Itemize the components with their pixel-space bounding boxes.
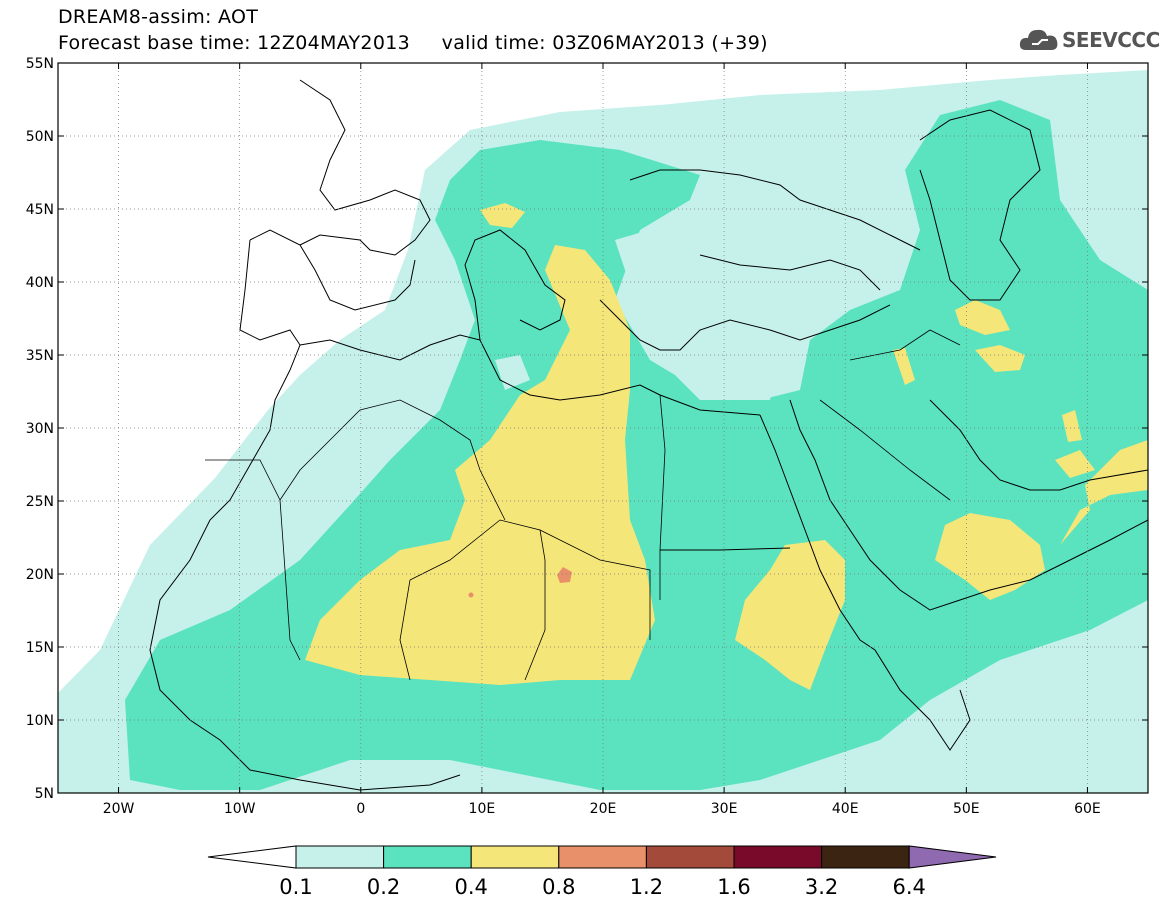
colorbar-label: 6.4 — [892, 875, 925, 899]
aot-hole-west — [150, 410, 380, 620]
x-tick-label: 30E — [711, 801, 738, 817]
aot-band-0.4-iran — [975, 345, 1025, 372]
colorbar-swatch — [295, 845, 385, 869]
aot-hole-tunisia — [495, 355, 530, 390]
colorbar-label: 0.2 — [367, 875, 400, 899]
aot-band-0.4-italy — [480, 203, 525, 228]
colorbar-label: 0.8 — [542, 875, 575, 899]
y-tick-label: 10N — [26, 713, 54, 729]
y-tick-label: 45N — [26, 202, 54, 218]
aot-band-0.4-zagros — [1062, 410, 1082, 442]
colorbar-under-arrow — [207, 845, 297, 869]
y-tick-label: 55N — [26, 56, 54, 72]
y-tick-label: 40N — [26, 275, 54, 291]
x-tick-label: 20E — [590, 801, 617, 817]
colorbar-swatch — [733, 845, 823, 869]
y-axis: 55N 50N 45N 40N 35N 30N 25N 20N 15N 10N 5N — [26, 56, 1148, 802]
plot-area — [58, 70, 1148, 793]
map-title: DREAM8-assim: AOT — [58, 6, 259, 28]
x-tick-label: 40E — [832, 801, 859, 817]
colorbar-label: 3.2 — [805, 875, 838, 899]
colorbar-swatch — [558, 845, 647, 869]
y-tick-label: 30N — [26, 421, 54, 437]
seevccc-logo: SEEVCCC — [1018, 24, 1160, 58]
colorbar: 0.1 0.2 0.4 0.8 1.2 1.6 3.2 6.4 — [207, 845, 997, 899]
y-tick-label: 50N — [26, 129, 54, 145]
colorbar-label: 1.6 — [717, 875, 750, 899]
y-tick-label: 5N — [35, 786, 54, 802]
coastlines — [149, 79, 1148, 791]
logo-text: SEEVCCC — [1062, 28, 1160, 52]
aot-spot-0.8 — [468, 592, 474, 598]
aot-band-0.4-arabia — [935, 513, 1045, 600]
aot-band-0.4-iran2 — [1055, 450, 1095, 478]
x-tick-label: 60E — [1074, 801, 1101, 817]
aot-band-0.4-mesopot — [893, 348, 915, 385]
x-tick-label: 0 — [356, 801, 365, 817]
y-tick-label: 20N — [26, 567, 54, 583]
aot-band-0.4-nile — [735, 540, 845, 690]
colorbar-swatch — [821, 845, 910, 869]
colorbar-over-arrow — [908, 845, 997, 869]
aot-band-0.8 — [557, 567, 572, 583]
colorbar-label: 0.4 — [454, 875, 487, 899]
x-tick-label: 10E — [469, 801, 496, 817]
colorbar-label: 1.2 — [630, 875, 663, 899]
x-tick-label: 10W — [224, 801, 256, 817]
x-tick-label: 20W — [103, 801, 135, 817]
aot-hole-iberia — [270, 375, 345, 420]
x-axis: 20W 10W 0 10E 20E 30E 40E 50E 60E — [103, 63, 1101, 817]
colorbar-swatch — [470, 845, 560, 869]
y-tick-label: 15N — [26, 640, 54, 656]
colorbar-swatch — [383, 845, 472, 869]
aot-band-0.4-caspian — [955, 300, 1010, 335]
forecast-time-line: Forecast base time: 12Z04MAY2013 valid t… — [58, 32, 768, 54]
borders — [205, 329, 961, 681]
aot-hole-east — [615, 215, 880, 400]
colorbar-label: 0.1 — [279, 875, 312, 899]
cloud-logo-icon — [1019, 29, 1058, 50]
aot-band-0.4-gulf — [1060, 440, 1148, 545]
y-tick-label: 35N — [26, 348, 54, 364]
x-tick-label: 50E — [953, 801, 980, 817]
y-tick-label: 25N — [26, 494, 54, 510]
colorbar-swatch — [645, 845, 735, 869]
